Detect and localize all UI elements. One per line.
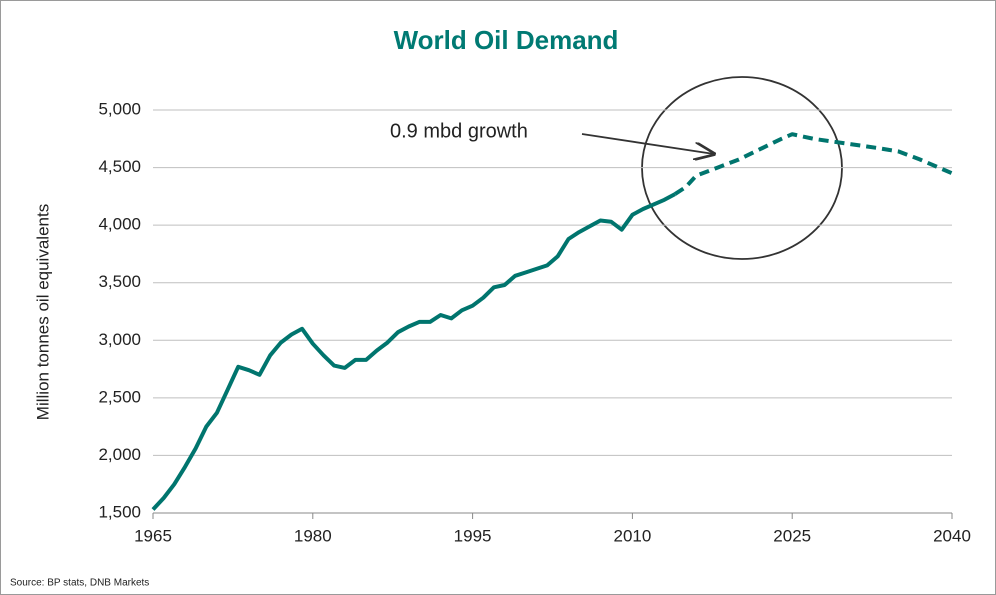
y-tick-label: 3,500 [98, 272, 141, 291]
y-tick-label: 2,000 [98, 445, 141, 464]
annotation: 0.9 mbd growth [390, 120, 528, 142]
annotation-arrow [581, 133, 714, 154]
x-tick-label: 2025 [773, 526, 811, 545]
chart-title: World Oil Demand [394, 25, 619, 55]
y-tick-label: 4,500 [98, 157, 141, 176]
x-tick-label: 2040 [933, 526, 971, 545]
x-tick-label: 1995 [454, 526, 492, 545]
x-tick-label: 2010 [613, 526, 651, 545]
line-series [151, 192, 676, 511]
y-tick-label: 3,000 [98, 330, 141, 349]
y-tick-label: 1,500 [98, 502, 141, 521]
x-tick-label: 1980 [294, 526, 332, 545]
y-tick-label: 4,000 [98, 215, 141, 234]
y-tick-label: 5,000 [98, 99, 141, 118]
line-series [673, 132, 953, 196]
x-tick-label: 1965 [134, 526, 172, 545]
source: Source: BP stats, DNB Markets [10, 578, 149, 589]
y-axis-label: Million tonnes oil equivalents [33, 204, 52, 420]
y-tick-label: 2,500 [98, 387, 141, 406]
